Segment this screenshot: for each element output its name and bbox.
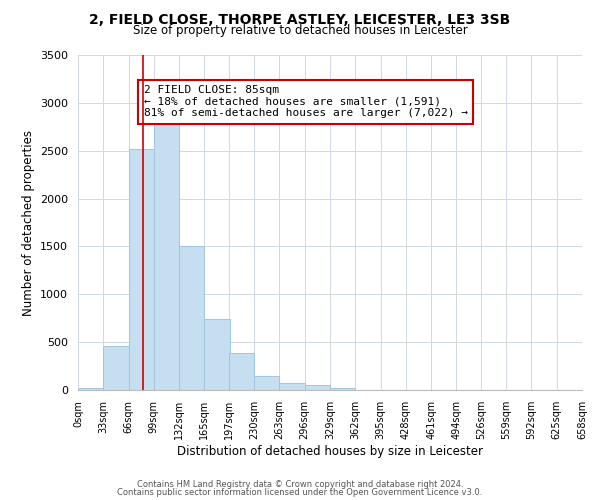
Bar (103, 346, 128, 390)
Text: 2 FIELD CLOSE: 85sqm
← 18% of detached houses are smaller (1,591)
81% of semi-de: 2 FIELD CLOSE: 85sqm ← 18% of detached h… (143, 85, 467, 118)
Bar (128, 149, 154, 390)
Bar (330, 388, 355, 390)
Text: Contains HM Land Registry data © Crown copyright and database right 2024.: Contains HM Land Registry data © Crown c… (137, 480, 463, 489)
Bar (78, 388, 103, 390)
Bar (154, 122, 179, 390)
Text: 2, FIELD CLOSE, THORPE ASTLEY, LEICESTER, LE3 3SB: 2, FIELD CLOSE, THORPE ASTLEY, LEICESTER… (89, 12, 511, 26)
Bar (280, 383, 305, 390)
Bar (305, 385, 330, 390)
Bar (205, 319, 230, 390)
Bar (254, 376, 280, 390)
Text: Size of property relative to detached houses in Leicester: Size of property relative to detached ho… (133, 24, 467, 37)
X-axis label: Distribution of detached houses by size in Leicester: Distribution of detached houses by size … (177, 444, 483, 458)
Y-axis label: Number of detached properties: Number of detached properties (22, 130, 35, 316)
Bar (179, 246, 205, 390)
Bar (229, 352, 254, 390)
Text: Contains public sector information licensed under the Open Government Licence v3: Contains public sector information licen… (118, 488, 482, 497)
